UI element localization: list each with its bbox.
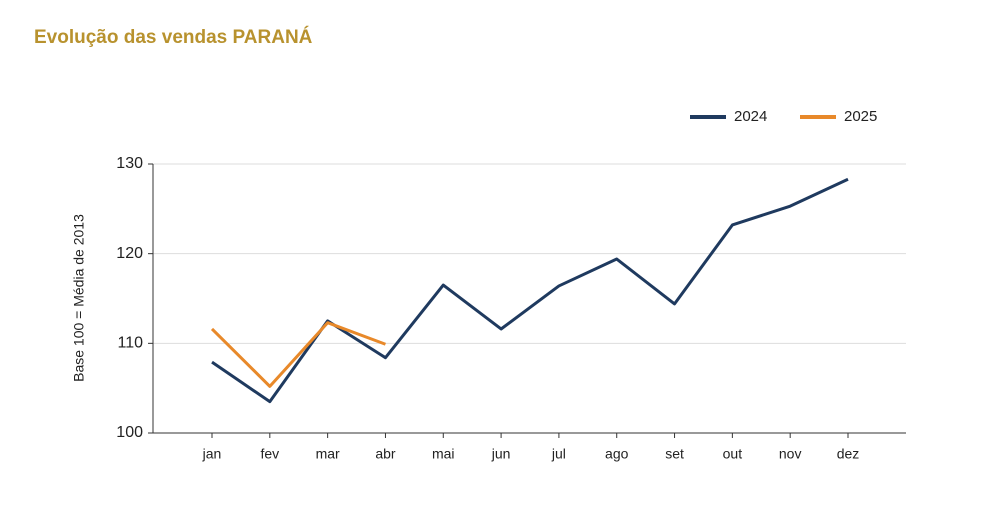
x-tick-label: ago bbox=[605, 446, 629, 462]
x-tick-label: jul bbox=[551, 446, 566, 462]
y-tick-label: 100 bbox=[116, 424, 143, 441]
legend-label: 2025 bbox=[844, 108, 877, 125]
x-tick-label: mar bbox=[316, 446, 340, 462]
x-tick-label: jun bbox=[491, 446, 511, 462]
y-tick-label: 120 bbox=[116, 245, 143, 262]
x-tick-label: abr bbox=[375, 446, 396, 462]
line-series bbox=[210, 321, 386, 388]
x-tick-label: jan bbox=[202, 446, 222, 462]
line-series bbox=[211, 177, 849, 404]
y-tick-label: 130 bbox=[116, 155, 143, 172]
x-tick-label: fev bbox=[260, 446, 279, 462]
y-axis-label: Base 100 = Média de 2013 bbox=[71, 214, 87, 382]
x-tick-label: dez bbox=[837, 446, 860, 462]
x-tick-label: nov bbox=[779, 446, 802, 462]
chart-title: Evolução das vendas PARANÁ bbox=[34, 26, 313, 48]
x-tick-label: out bbox=[723, 446, 743, 462]
y-tick-label: 110 bbox=[117, 335, 143, 352]
legend-label: 2024 bbox=[734, 108, 767, 125]
x-tick-label: set bbox=[665, 446, 684, 462]
x-tick-label: mai bbox=[432, 446, 455, 462]
